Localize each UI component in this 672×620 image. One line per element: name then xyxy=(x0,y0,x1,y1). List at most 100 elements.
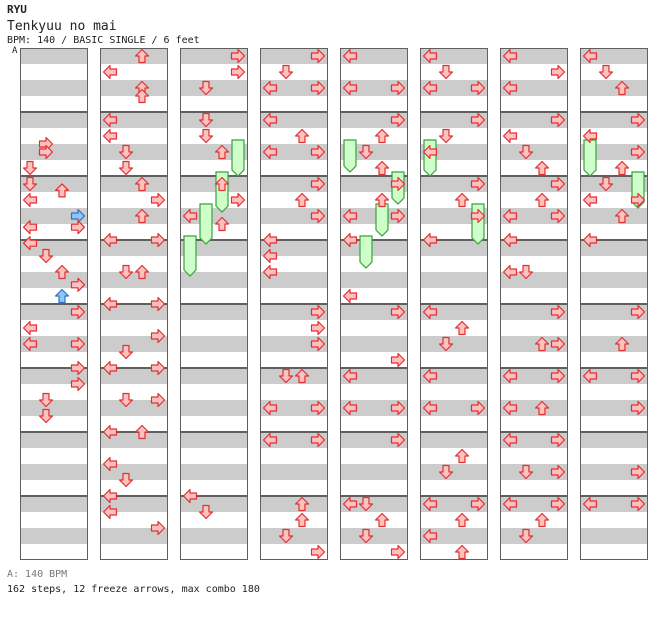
step-arrow xyxy=(214,144,230,160)
step-arrow xyxy=(342,496,358,512)
measure xyxy=(100,304,168,368)
step-arrow xyxy=(150,232,166,248)
step-arrow xyxy=(630,368,646,384)
artist-name: RYU xyxy=(7,3,27,16)
step-arrow xyxy=(390,80,406,96)
step-arrow xyxy=(550,368,566,384)
step-arrow xyxy=(582,48,598,64)
step-arrow xyxy=(502,48,518,64)
step-arrow xyxy=(102,456,118,472)
measure xyxy=(340,368,408,432)
step-arrow xyxy=(438,464,454,480)
step-arrow xyxy=(118,344,134,360)
measure xyxy=(100,432,168,496)
step-arrow xyxy=(550,208,566,224)
step-arrow xyxy=(22,160,38,176)
freeze-arrow xyxy=(583,139,597,177)
step-arrow xyxy=(294,368,310,384)
step-arrow xyxy=(374,160,390,176)
step-arrow xyxy=(134,264,150,280)
step-arrow xyxy=(262,232,278,248)
step-arrow xyxy=(198,112,214,128)
step-arrow xyxy=(38,144,54,160)
measure xyxy=(340,48,408,112)
step-arrow xyxy=(278,368,294,384)
freeze-arrow xyxy=(343,139,357,173)
chart-summary: 162 steps, 12 freeze arrows, max combo 1… xyxy=(7,584,260,595)
step-arrow xyxy=(390,432,406,448)
step-arrow xyxy=(102,112,118,128)
step-arrow xyxy=(118,144,134,160)
step-arrow xyxy=(102,360,118,376)
step-arrow xyxy=(630,192,646,208)
step-arrow xyxy=(262,432,278,448)
step-arrow xyxy=(134,424,150,440)
measure xyxy=(260,368,328,432)
step-arrow xyxy=(342,368,358,384)
step-arrow xyxy=(502,496,518,512)
step-arrow xyxy=(294,192,310,208)
speed-marker: A xyxy=(12,46,18,56)
step-arrow xyxy=(38,248,54,264)
step-arrow xyxy=(422,144,438,160)
step-arrow xyxy=(390,208,406,224)
step-arrow xyxy=(550,432,566,448)
step-arrow xyxy=(598,64,614,80)
step-arrow xyxy=(342,208,358,224)
step-arrow xyxy=(278,64,294,80)
step-arrow xyxy=(310,432,326,448)
step-arrow xyxy=(278,528,294,544)
step-arrow xyxy=(374,192,390,208)
step-arrow xyxy=(310,208,326,224)
step-arrow xyxy=(454,512,470,528)
step-arrow xyxy=(390,352,406,368)
freeze-arrow xyxy=(375,203,389,237)
step-arrow xyxy=(22,236,38,251)
measure xyxy=(20,432,88,496)
step-arrow xyxy=(470,112,486,128)
step-arrow xyxy=(502,208,518,224)
step-arrow xyxy=(262,112,278,128)
step-arrow xyxy=(374,512,390,528)
step-arrow xyxy=(438,128,454,144)
step-arrow xyxy=(150,392,166,408)
step-arrow xyxy=(310,144,326,160)
measure xyxy=(100,240,168,304)
measure xyxy=(260,48,328,112)
step-arrow xyxy=(70,376,86,392)
step-arrow xyxy=(422,304,438,320)
step-arrow xyxy=(310,176,326,192)
step-arrow xyxy=(630,496,646,512)
measure xyxy=(180,368,248,432)
step-arrow xyxy=(70,220,86,235)
step-arrow xyxy=(102,128,118,144)
measure xyxy=(180,304,248,368)
step-arrow xyxy=(550,496,566,512)
freeze-arrow xyxy=(199,203,213,245)
step-arrow xyxy=(134,88,150,104)
step-arrow xyxy=(310,544,326,560)
step-arrow xyxy=(438,336,454,352)
step-arrow xyxy=(470,400,486,416)
measure xyxy=(260,496,328,560)
step-arrow xyxy=(198,128,214,144)
step-arrow xyxy=(534,400,550,416)
step-arrow xyxy=(582,192,598,208)
step-arrow xyxy=(134,208,150,224)
step-arrow xyxy=(150,520,166,536)
step-arrow xyxy=(198,504,214,520)
step-arrow xyxy=(342,80,358,96)
step-arrow xyxy=(262,264,278,280)
step-arrow xyxy=(262,144,278,160)
step-arrow xyxy=(118,160,134,176)
step-arrow xyxy=(390,304,406,320)
step-arrow xyxy=(214,176,230,192)
step-arrow xyxy=(358,528,374,544)
step-arrow xyxy=(230,64,246,80)
step-arrow xyxy=(102,504,118,520)
step-arrow xyxy=(390,176,406,192)
step-arrow xyxy=(422,496,438,512)
chart-info: BPM: 140 / BASIC SINGLE / 6 feet xyxy=(7,35,200,46)
step-arrow xyxy=(550,304,566,320)
step-arrow xyxy=(422,48,438,64)
